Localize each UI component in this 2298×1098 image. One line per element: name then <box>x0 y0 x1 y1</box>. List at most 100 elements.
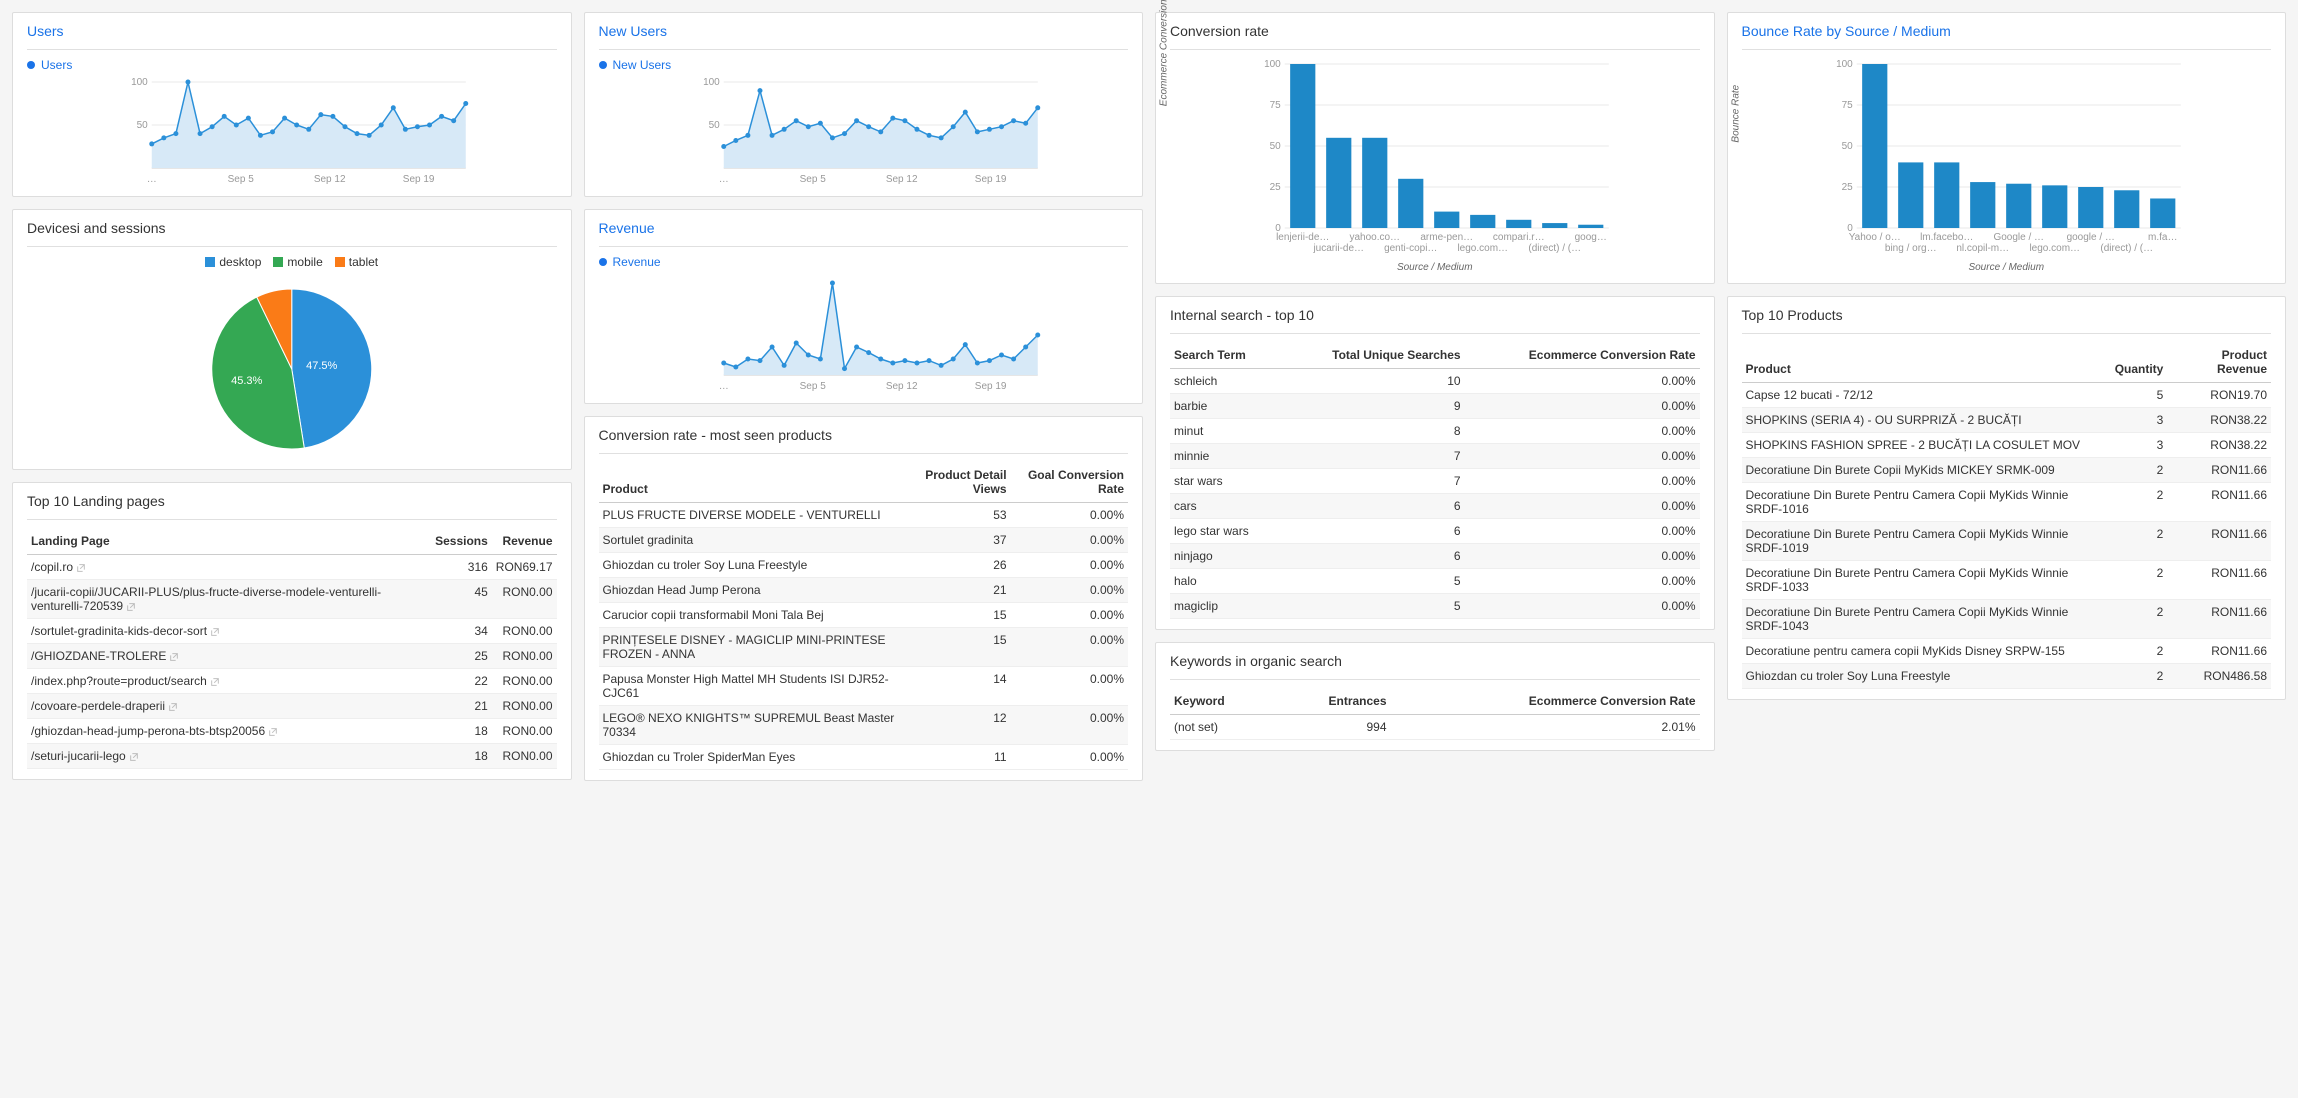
table-cell: 0.00% <box>1011 553 1128 578</box>
table-row: /sortulet-gradinita-kids-decor-sort34RON… <box>27 619 557 644</box>
table-cell: Sortulet gradinita <box>599 528 904 553</box>
table-cell: 3 <box>2111 433 2168 458</box>
table-cell: 11 <box>904 745 1011 770</box>
table-cell: RON11.66 <box>2167 522 2271 561</box>
table-cell: /seturi-jucarii-lego <box>27 744 431 769</box>
table-row: ninjago60.00% <box>1170 544 1700 569</box>
table-cell: Decoratiune Din Burete Pentru Camera Cop… <box>1742 561 2111 600</box>
bounce-bar-chart: 0255075100Yahoo / o…bing / org…lm.facebo… <box>1742 58 2272 258</box>
table-cell: /copil.ro <box>27 555 431 580</box>
table-cell: 0.00% <box>1465 569 1700 594</box>
card-title[interactable]: Bounce Rate by Source / Medium <box>1742 23 2272 43</box>
keywords-card: Keywords in organic search KeywordEntran… <box>1155 642 1715 751</box>
chart-legend: Users <box>27 58 557 72</box>
table-cell: 45 <box>431 580 492 619</box>
table-cell: 5 <box>1281 594 1464 619</box>
x-axis-label: Source / Medium <box>1170 262 1700 273</box>
table-row: /copil.ro316RON69.17 <box>27 555 557 580</box>
table-cell: 0.00% <box>1011 503 1128 528</box>
table-row: LEGO® NEXO KNIGHTS™ SUPREMUL Beast Maste… <box>599 706 1129 745</box>
table-cell: 8 <box>1281 419 1464 444</box>
table-cell: SHOPKINS FASHION SPREE - 2 BUCĂȚI LA COS… <box>1742 433 2111 458</box>
table-cell: RON11.66 <box>2167 483 2271 522</box>
table-cell: 26 <box>904 553 1011 578</box>
svg-text:…: … <box>718 381 728 392</box>
table-cell: 6 <box>1281 494 1464 519</box>
table-cell: 7 <box>1281 444 1464 469</box>
table-row: halo50.00% <box>1170 569 1700 594</box>
table-cell: ninjago <box>1170 544 1281 569</box>
table-row: /index.php?route=product/search22RON0.00 <box>27 669 557 694</box>
table-cell: 0.00% <box>1465 419 1700 444</box>
landing-pages-card: Top 10 Landing pages Landing PageSession… <box>12 482 572 780</box>
table-cell: Papusa Monster High Mattel MH Students I… <box>599 667 904 706</box>
table-cell: /jucarii-copii/JUCARII-PLUS/plus-fructe-… <box>27 580 431 619</box>
table-row: Ghiozdan cu troler Soy Luna Freestyle260… <box>599 553 1129 578</box>
table-cell: SHOPKINS (SERIA 4) - OU SURPRIZĂ - 2 BUC… <box>1742 408 2111 433</box>
legend-item: tablet <box>335 255 378 269</box>
table-cell: 2 <box>2111 639 2168 664</box>
table-cell: 0.00% <box>1011 578 1128 603</box>
svg-text:Google / …: Google / … <box>1993 232 2044 243</box>
table-cell: 0.00% <box>1465 519 1700 544</box>
conversion-rate-card: Conversion rate Ecommerce Conversion Rat… <box>1155 12 1715 284</box>
table-cell: RON0.00 <box>492 669 557 694</box>
table-cell: 22 <box>431 669 492 694</box>
table-cell: Decoratiune Din Burete Pentru Camera Cop… <box>1742 483 2111 522</box>
table-row: Ghiozdan cu troler Soy Luna Freestyle2RO… <box>1742 664 2272 689</box>
table-cell: Ghiozdan Head Jump Perona <box>599 578 904 603</box>
table-row: minnie70.00% <box>1170 444 1700 469</box>
table-cell: (not set) <box>1170 715 1274 740</box>
svg-text:50: 50 <box>708 120 720 131</box>
table-cell: 2 <box>2111 561 2168 600</box>
table-cell: Ghiozdan cu Troler SpiderMan Eyes <box>599 745 904 770</box>
svg-text:47.5%: 47.5% <box>306 360 337 372</box>
table-header: Entrances <box>1274 688 1391 715</box>
svg-text:lego.com…: lego.com… <box>1457 243 1508 254</box>
table-cell: schleich <box>1170 369 1281 394</box>
table-header: Product Revenue <box>2167 342 2271 383</box>
svg-text:25: 25 <box>1270 182 1282 193</box>
chart-legend: New Users <box>599 58 1129 72</box>
table-cell: 0.00% <box>1011 603 1128 628</box>
card-title[interactable]: Users <box>27 23 557 43</box>
table-row: Ghiozdan cu Troler SpiderMan Eyes110.00% <box>599 745 1129 770</box>
card-title: Top 10 Landing pages <box>27 493 557 513</box>
table-cell: 21 <box>904 578 1011 603</box>
table-cell: 21 <box>431 694 492 719</box>
landing-pages-table: Landing PageSessionsRevenue/copil.ro316R… <box>27 528 557 769</box>
table-cell: 0.00% <box>1465 444 1700 469</box>
table-cell: RON0.00 <box>492 644 557 669</box>
table-cell: RON11.66 <box>2167 561 2271 600</box>
table-cell: 5 <box>1281 569 1464 594</box>
legend-item: desktop <box>205 255 261 269</box>
table-cell: 994 <box>1274 715 1391 740</box>
bounce-rate-card: Bounce Rate by Source / Medium Bounce Ra… <box>1727 12 2287 284</box>
table-cell: 0.00% <box>1465 544 1700 569</box>
card-title: Conversion rate <box>1170 23 1700 43</box>
svg-text:lenjerii-de…: lenjerii-de… <box>1276 232 1329 243</box>
table-cell: 0.00% <box>1011 745 1128 770</box>
svg-text:compari.r…: compari.r… <box>1493 232 1545 243</box>
svg-text:Yahoo / o…: Yahoo / o… <box>1848 232 1900 243</box>
svg-text:genti-copi…: genti-copi… <box>1384 243 1437 254</box>
table-cell: minnie <box>1170 444 1281 469</box>
table-cell: 2.01% <box>1391 715 1700 740</box>
table-row: lego star wars60.00% <box>1170 519 1700 544</box>
card-title[interactable]: New Users <box>599 23 1129 43</box>
svg-text:lego.com…: lego.com… <box>2029 243 2080 254</box>
table-cell: 5 <box>2111 383 2168 408</box>
table-cell: 53 <box>904 503 1011 528</box>
table-row: PRINȚESELE DISNEY - MAGICLIP MINI-PRINTE… <box>599 628 1129 667</box>
card-title[interactable]: Revenue <box>599 220 1129 240</box>
table-cell: 0.00% <box>1011 528 1128 553</box>
table-cell: 25 <box>431 644 492 669</box>
svg-text:Sep 12: Sep 12 <box>885 174 917 185</box>
svg-text:50: 50 <box>1841 141 1853 152</box>
svg-text:Sep 5: Sep 5 <box>799 381 826 392</box>
table-cell: halo <box>1170 569 1281 594</box>
users-card: Users Users 50100…Sep 5Sep 12Sep 19 <box>12 12 572 197</box>
table-cell: 2 <box>2111 600 2168 639</box>
table-cell: 0.00% <box>1465 369 1700 394</box>
table-row: /ghiozdan-head-jump-perona-bts-btsp20056… <box>27 719 557 744</box>
